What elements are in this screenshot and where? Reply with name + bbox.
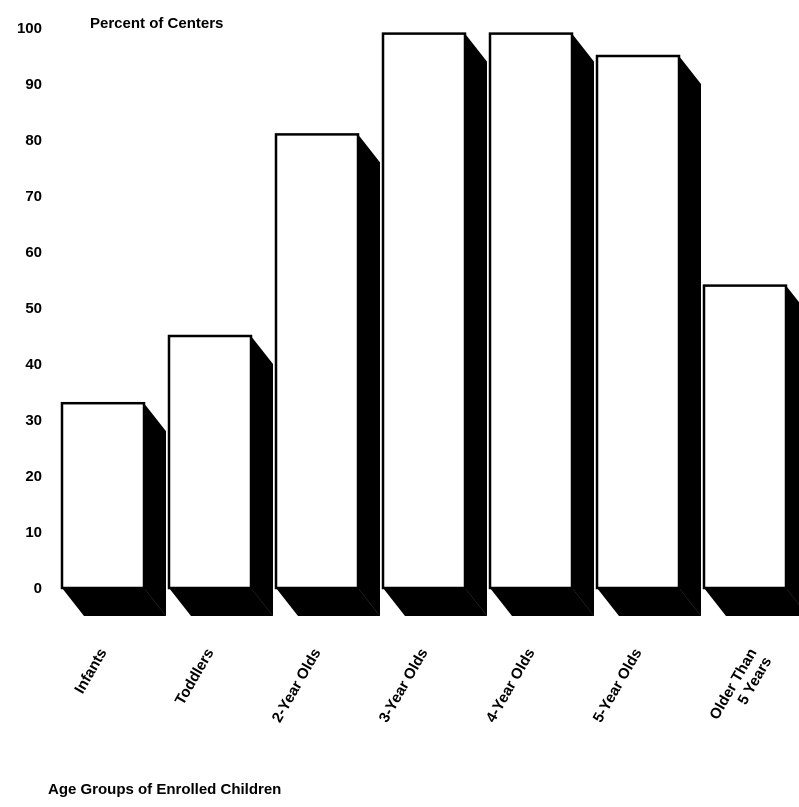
bar-side-shadow: [144, 403, 166, 616]
bar-floor-shadow: [383, 588, 487, 616]
y-axis-ticks: 0 10 20 30 40 50 60 70 80 90 100: [17, 20, 42, 597]
bar-group: [702, 284, 799, 616]
x-axis-title: Age Groups of Enrolled Children: [48, 781, 281, 798]
x-tick-label: 4-Year Olds: [483, 646, 539, 726]
y-tick-label: 30: [25, 412, 42, 429]
x-axis-labels: Infants Toddlers 2-Year Olds 3-Year Olds 4-Y…: [71, 646, 775, 732]
x-tick-label: Infants: [71, 646, 110, 697]
bar-group: [274, 133, 380, 616]
y-tick-label: 80: [25, 132, 42, 149]
bar-group: [595, 54, 701, 616]
bar-side-shadow: [465, 33, 487, 617]
x-tick-label: 2-Year Olds: [269, 646, 325, 726]
x-tick-label: 5-Year Olds: [590, 646, 646, 726]
bar-group: [488, 32, 594, 617]
bar-floor-shadow: [276, 588, 380, 616]
bar-group: [381, 32, 487, 617]
bar-floor-shadow: [169, 588, 273, 616]
bar-side-shadow: [786, 285, 799, 605]
bar-floor-shadow: [490, 588, 594, 616]
y-tick-label: 0: [34, 580, 42, 597]
bar: [60, 401, 146, 590]
y-tick-label: 100: [17, 20, 42, 37]
bar-side-shadow: [572, 33, 594, 617]
x-tick-label: Older Than5 Years: [706, 646, 775, 732]
bar: [274, 133, 360, 590]
bar: [488, 32, 574, 590]
bar-floor-shadow: [597, 588, 701, 616]
y-tick-label: 10: [25, 524, 42, 541]
bar: [167, 334, 253, 590]
y-tick-label: 90: [25, 76, 42, 93]
y-axis-title: Percent of Centers: [90, 15, 223, 32]
y-tick-label: 50: [25, 300, 42, 317]
y-tick-label: 70: [25, 188, 42, 205]
bar: [702, 284, 788, 590]
bar: [595, 54, 681, 590]
y-tick-label: 60: [25, 244, 42, 261]
y-tick-label: 20: [25, 468, 42, 485]
bar-group: [167, 334, 273, 616]
bar: [381, 32, 467, 590]
bar-side-shadow: [358, 134, 380, 616]
x-tick-label: 3-Year Olds: [376, 646, 432, 726]
bar-group: [60, 401, 166, 616]
x-tick-label: Toddlers: [172, 646, 218, 708]
bar-floor-shadow: [62, 588, 166, 616]
y-tick-label: 40: [25, 356, 42, 373]
bars: [60, 32, 799, 617]
bar-side-shadow: [251, 336, 273, 616]
bar-floor-shadow: [704, 588, 799, 616]
bar-side-shadow: [679, 56, 701, 616]
